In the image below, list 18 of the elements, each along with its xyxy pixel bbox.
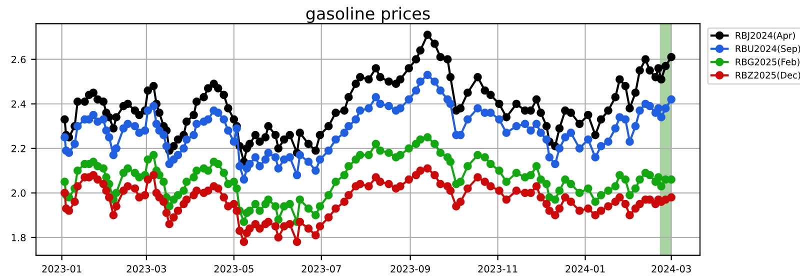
y-tick-label: 2.0: [12, 189, 26, 197]
x-tick-label: 2023-03: [126, 265, 166, 273]
y-tick-label: 1.8: [12, 234, 26, 242]
x-tick-label: 2023-05: [214, 265, 254, 273]
legend-label: RBJ2024(Apr): [736, 32, 795, 41]
y-tick-label: 2.6: [12, 56, 26, 64]
x-tick-label: 2023-11: [478, 265, 518, 273]
legend-label: RBZ2025(Dec): [736, 72, 800, 80]
x-tick-label: 2023-07: [302, 265, 341, 273]
chart-title: gasoline prices: [306, 6, 430, 24]
legend-label: RBG2025(Feb): [736, 58, 800, 66]
x-tick-label: 2023-01: [42, 265, 82, 273]
y-tick-label: 2.4: [12, 100, 26, 108]
x-tick-label: 2023-09: [390, 265, 430, 273]
x-tick-label: 2024-01: [566, 265, 605, 273]
x-tick-label: 2024-03: [652, 265, 691, 273]
y-tick-label: 2.2: [12, 144, 26, 152]
legend-label: RBU2024(Sep): [736, 45, 800, 54]
